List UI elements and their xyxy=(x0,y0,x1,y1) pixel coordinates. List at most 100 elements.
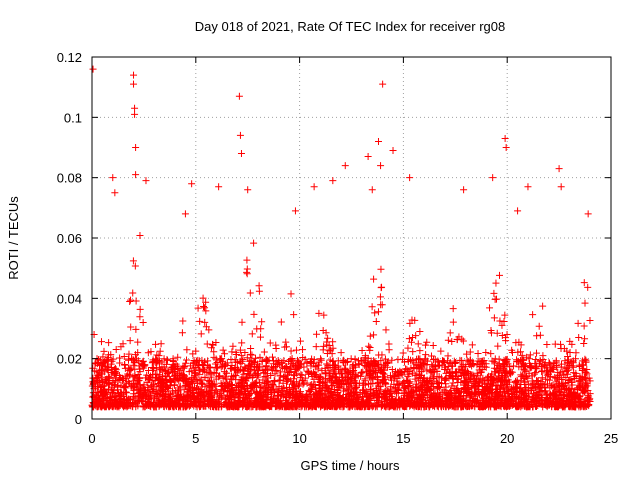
data-point xyxy=(136,305,144,313)
data-point xyxy=(341,365,349,373)
data-point xyxy=(405,381,413,389)
data-point xyxy=(199,361,207,369)
data-point xyxy=(501,311,509,319)
data-point xyxy=(179,396,187,404)
data-point xyxy=(377,366,385,374)
data-point xyxy=(310,356,318,364)
data-point xyxy=(200,303,208,311)
data-point xyxy=(388,365,396,373)
data-point xyxy=(517,341,525,349)
data-point xyxy=(179,317,187,325)
data-point xyxy=(502,144,510,151)
data-point xyxy=(166,400,174,408)
data-point xyxy=(143,371,151,379)
data-point xyxy=(111,364,119,372)
data-point xyxy=(434,403,442,411)
data-point xyxy=(98,402,106,410)
data-point xyxy=(533,349,541,357)
data-point xyxy=(218,382,226,390)
data-point xyxy=(255,398,263,406)
data-point xyxy=(201,318,209,326)
data-point xyxy=(160,363,168,371)
data-point xyxy=(490,289,498,297)
data-point xyxy=(398,397,406,405)
data-point xyxy=(282,390,290,398)
data-point xyxy=(285,388,293,396)
data-point xyxy=(426,366,434,374)
y-tick-label: 0.12 xyxy=(57,50,82,65)
data-point xyxy=(315,387,323,395)
data-point xyxy=(152,374,160,382)
data-point xyxy=(334,366,342,374)
data-point xyxy=(191,370,199,378)
data-point xyxy=(446,329,454,337)
data-point xyxy=(448,362,456,370)
data-point xyxy=(299,353,307,361)
data-point xyxy=(434,402,442,410)
data-point xyxy=(308,371,316,379)
data-point xyxy=(406,174,414,182)
data-point xyxy=(372,388,380,396)
data-point xyxy=(371,368,379,376)
data-point xyxy=(554,384,562,392)
data-point xyxy=(108,383,116,391)
data-point xyxy=(522,403,530,411)
data-point xyxy=(258,318,266,326)
data-point xyxy=(245,365,253,373)
data-point xyxy=(513,358,521,366)
data-point xyxy=(334,357,342,365)
data-point xyxy=(145,388,153,396)
data-point xyxy=(410,391,418,399)
data-point xyxy=(410,403,418,411)
data-point xyxy=(453,375,461,383)
y-tick-label: 0.02 xyxy=(57,352,82,367)
y-tick-label: 0.06 xyxy=(57,231,82,246)
data-point xyxy=(263,388,271,396)
data-point xyxy=(386,391,394,399)
data-point xyxy=(341,162,349,170)
data-point xyxy=(223,403,231,411)
data-point xyxy=(435,379,443,387)
data-point xyxy=(147,400,155,408)
x-tick-label: 15 xyxy=(396,431,410,446)
data-point xyxy=(129,361,137,369)
data-point xyxy=(145,375,153,383)
data-point xyxy=(581,368,589,376)
data-point xyxy=(197,330,205,338)
data-point xyxy=(389,147,397,155)
data-point xyxy=(551,340,559,348)
data-point xyxy=(388,395,396,403)
data-point xyxy=(522,373,530,381)
data-point xyxy=(504,360,512,368)
data-point xyxy=(555,165,563,173)
data-point xyxy=(377,162,385,170)
data-point xyxy=(569,357,577,365)
data-point xyxy=(577,379,585,387)
data-point xyxy=(382,326,390,334)
data-point xyxy=(247,356,255,364)
data-point xyxy=(566,348,574,356)
data-point xyxy=(209,398,217,406)
data-point xyxy=(366,344,374,352)
data-point xyxy=(131,358,139,366)
data-point xyxy=(175,386,183,394)
data-point xyxy=(444,391,452,399)
data-point xyxy=(418,399,426,407)
data-point xyxy=(203,387,211,395)
data-point xyxy=(387,389,395,397)
data-point xyxy=(130,71,138,79)
data-point xyxy=(300,363,308,371)
data-point xyxy=(419,401,427,409)
data-point xyxy=(487,380,495,388)
data-point xyxy=(361,375,369,383)
data-point xyxy=(225,380,233,388)
data-point xyxy=(275,398,283,406)
data-point xyxy=(194,394,202,402)
data-point xyxy=(156,401,164,409)
data-point xyxy=(131,104,139,112)
data-point xyxy=(277,318,285,326)
data-point xyxy=(134,357,142,365)
data-point xyxy=(255,287,263,295)
data-point xyxy=(449,379,457,387)
data-point xyxy=(506,363,514,371)
